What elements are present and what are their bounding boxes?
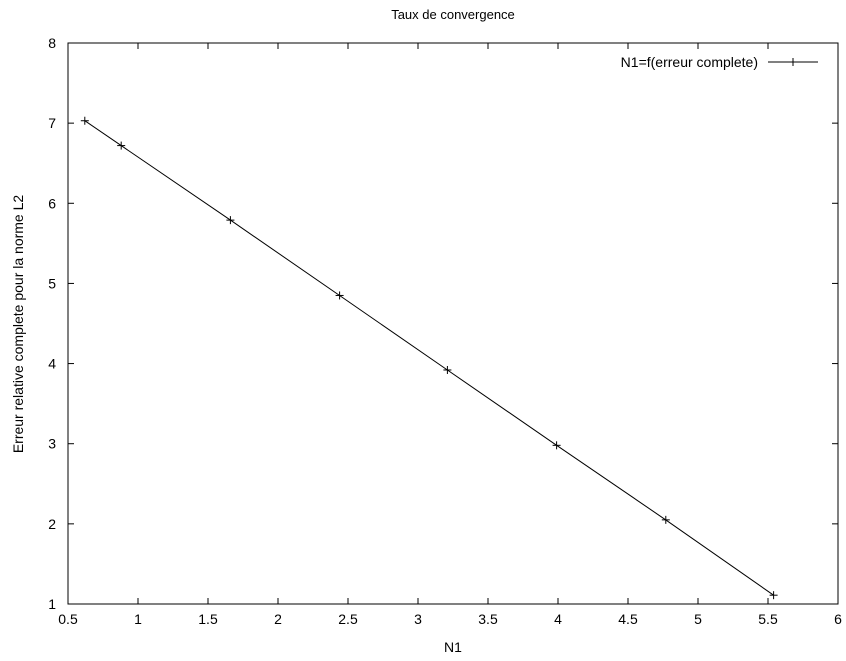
x-axis-title: N1 [444, 639, 462, 655]
y-tick-label: 5 [48, 275, 56, 291]
x-tick-label: 1.5 [198, 611, 218, 627]
data-point [443, 365, 452, 374]
x-tick-label: 3.5 [478, 611, 498, 627]
y-tick-label: 8 [48, 35, 56, 51]
plot-frame [67, 42, 839, 605]
x-tick-label: 5.5 [758, 611, 778, 627]
y-tick-label: 7 [48, 115, 56, 131]
legend-label: N1=f(erreur complete) [621, 54, 758, 70]
x-tick-label: 2 [274, 611, 282, 627]
x-tick-label: 2.5 [338, 611, 358, 627]
data-point [552, 441, 561, 450]
y-tick-label: 3 [48, 436, 56, 452]
data-point [117, 141, 126, 150]
y-tick-label: 6 [48, 195, 56, 211]
x-tick-label: 5 [694, 611, 702, 627]
x-tick-label: 0.5 [58, 611, 78, 627]
data-point [335, 291, 344, 300]
y-axis-title: Erreur relative complete pour la norme L… [10, 195, 26, 454]
y-tick-label: 1 [48, 596, 56, 612]
x-tick-label: 4 [554, 611, 562, 627]
x-tick-label: 3 [414, 611, 422, 627]
y-tick-label: 4 [48, 356, 56, 372]
chart-title: Taux de convergence [391, 7, 515, 22]
x-tick-label: 4.5 [618, 611, 638, 627]
data-point [769, 591, 778, 600]
data-point [226, 216, 235, 225]
x-tick-label: 1 [134, 611, 142, 627]
data-point [80, 116, 89, 125]
legend: N1=f(erreur complete) [621, 54, 818, 70]
x-tick-label: 6 [834, 611, 842, 627]
data-point [661, 515, 670, 524]
y-tick-label: 2 [48, 516, 56, 532]
series-line [84, 120, 774, 596]
